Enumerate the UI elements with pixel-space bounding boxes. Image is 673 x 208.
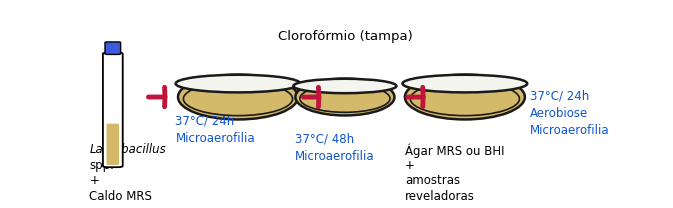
Ellipse shape [405,75,525,119]
Ellipse shape [402,75,527,92]
Text: +: + [405,160,415,172]
Text: 37°C/ 24h: 37°C/ 24h [530,89,590,102]
Text: Aerobiose: Aerobiose [530,107,588,120]
Text: amostras: amostras [405,174,460,187]
Text: Microaerofilia: Microaerofilia [176,132,255,145]
Text: +: + [90,174,99,187]
Text: reveladoras: reveladoras [405,190,474,203]
Text: 37°C/ 24h: 37°C/ 24h [176,115,235,128]
Text: Clorofórmio (tampa): Clorofórmio (tampa) [277,30,413,43]
Text: Ágar MRS ou BHI: Ágar MRS ou BHI [405,144,504,158]
Text: Caldo MRS: Caldo MRS [90,190,152,203]
FancyBboxPatch shape [103,52,122,167]
FancyBboxPatch shape [105,42,120,54]
Ellipse shape [293,79,396,93]
FancyBboxPatch shape [106,124,119,165]
Text: Microaerofilia: Microaerofilia [295,150,375,163]
Ellipse shape [176,75,300,92]
Text: spp.: spp. [90,160,114,172]
Ellipse shape [295,79,394,115]
Text: Microaerofilia: Microaerofilia [530,124,610,137]
Text: 37°C/ 48h: 37°C/ 48h [295,132,355,145]
Text: Lactobacillus: Lactobacillus [90,144,166,156]
Ellipse shape [178,75,298,119]
